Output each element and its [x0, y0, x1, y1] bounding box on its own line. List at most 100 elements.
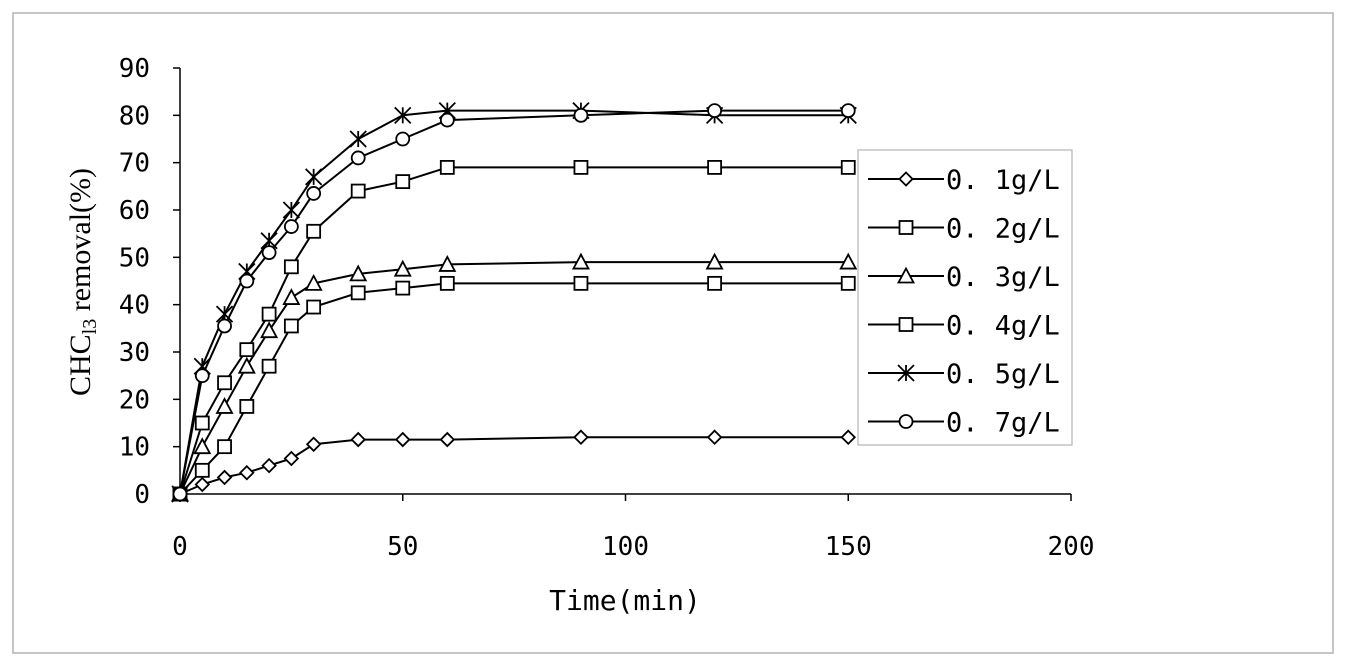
circle-marker	[239, 273, 255, 289]
series-group	[170, 101, 858, 503]
y-tick-label: 30	[119, 338, 150, 368]
square-marker	[840, 159, 856, 175]
triangle-marker	[260, 321, 279, 339]
square-marker	[707, 275, 722, 291]
circle-marker	[261, 245, 277, 261]
square-marker	[306, 223, 322, 239]
square-marker	[239, 342, 255, 358]
series-0.1g/L	[172, 429, 857, 502]
circle-marker	[350, 150, 366, 166]
y-tick-label: 60	[119, 196, 150, 226]
triangle-marker	[393, 259, 412, 277]
circle-marker	[306, 186, 322, 201]
circle-marker	[840, 103, 856, 118]
square-marker	[239, 399, 255, 414]
asterisk-marker	[394, 106, 412, 124]
diamond-marker	[239, 464, 255, 481]
square-marker	[898, 220, 914, 235]
square-marker	[840, 275, 856, 291]
circle-marker	[898, 414, 914, 429]
square-marker	[194, 415, 210, 431]
square-marker	[350, 183, 366, 199]
legend-item: 0. 7g/L	[868, 408, 1060, 439]
diamond-marker	[194, 476, 211, 493]
diamond-marker	[573, 429, 589, 445]
legend-item: 0. 1g/L	[868, 165, 1060, 196]
diamond-marker	[706, 429, 723, 445]
square-marker	[283, 259, 299, 275]
circle-marker	[283, 219, 299, 234]
square-marker	[306, 299, 322, 315]
legend-item: 0. 2g/L	[868, 214, 1060, 245]
square-marker	[350, 285, 366, 301]
triangle-marker	[349, 264, 368, 282]
legend-item: 0. 5g/L	[868, 359, 1060, 390]
diamond-marker	[394, 431, 411, 448]
triangle-marker	[438, 255, 457, 272]
legend-box	[857, 149, 1073, 446]
square-marker	[439, 159, 455, 175]
legend-label: 0. 5g/L	[946, 359, 1060, 390]
x-axis-title: Time(min)	[549, 584, 701, 617]
diamond-marker	[305, 436, 322, 453]
circle-marker	[172, 486, 188, 502]
legend-item: 0. 4g/L	[868, 311, 1060, 342]
legend-label: 0. 4g/L	[946, 311, 1060, 342]
circle-marker	[439, 112, 455, 128]
axes: 0 10 20 30 40 50 60 70 80 90 0 50 100 150 200	[119, 54, 1095, 562]
square-marker	[707, 159, 722, 175]
square-marker	[395, 280, 411, 296]
triangle-marker	[571, 252, 590, 270]
x-tick-label: 0	[172, 532, 188, 562]
x-tick-label: 100	[602, 532, 649, 562]
square-marker	[194, 462, 210, 478]
triangle-marker	[896, 266, 916, 284]
square-marker	[439, 275, 455, 291]
chart-frame	[12, 12, 1334, 654]
y-tick-label: 20	[119, 385, 150, 415]
triangle-marker	[215, 397, 234, 414]
series-0.2g/L	[172, 275, 856, 502]
y-axis-title-sub: l3	[79, 319, 101, 335]
asterisk-marker	[282, 201, 301, 219]
y-tick-label: 40	[119, 291, 150, 321]
diamond-marker	[350, 431, 366, 448]
x-tick-label: 200	[1048, 532, 1095, 562]
diamond-marker	[216, 469, 233, 486]
circle-marker	[395, 131, 411, 147]
circle-marker	[217, 318, 232, 334]
y-axis-title: CHCl3 removal(%)	[64, 168, 101, 396]
asterisk-marker	[305, 168, 323, 186]
diamond-marker	[898, 171, 914, 187]
square-marker	[217, 439, 232, 455]
triangle-marker	[304, 273, 323, 291]
y-tick-label: 50	[119, 243, 150, 273]
diamond-marker	[261, 457, 277, 474]
triangle-marker	[839, 252, 858, 270]
diamond-marker	[439, 431, 456, 448]
y-tick-label: 0	[134, 480, 150, 510]
y-tick-label: 10	[119, 433, 150, 463]
circle-marker	[573, 107, 589, 123]
circle-marker	[194, 368, 210, 384]
square-marker	[283, 318, 299, 334]
y-tick-label: 90	[119, 54, 150, 84]
square-marker	[395, 174, 411, 190]
square-marker	[898, 317, 914, 332]
legend-label: 0. 3g/L	[946, 262, 1060, 293]
square-marker	[261, 306, 277, 322]
legend-item: 0. 3g/L	[868, 262, 1060, 293]
legend-label: 0. 2g/L	[946, 214, 1060, 245]
x-tick-label: 50	[387, 532, 418, 562]
x-tick-label: 150	[825, 532, 872, 562]
square-marker	[573, 275, 589, 291]
y-tick-label: 80	[119, 101, 150, 131]
diamond-marker	[283, 450, 300, 467]
triangle-marker	[282, 288, 301, 305]
asterisk-marker	[897, 364, 915, 382]
circle-marker	[707, 103, 722, 118]
square-marker	[217, 375, 232, 391]
y-axis-title-main: CHC	[64, 334, 97, 396]
